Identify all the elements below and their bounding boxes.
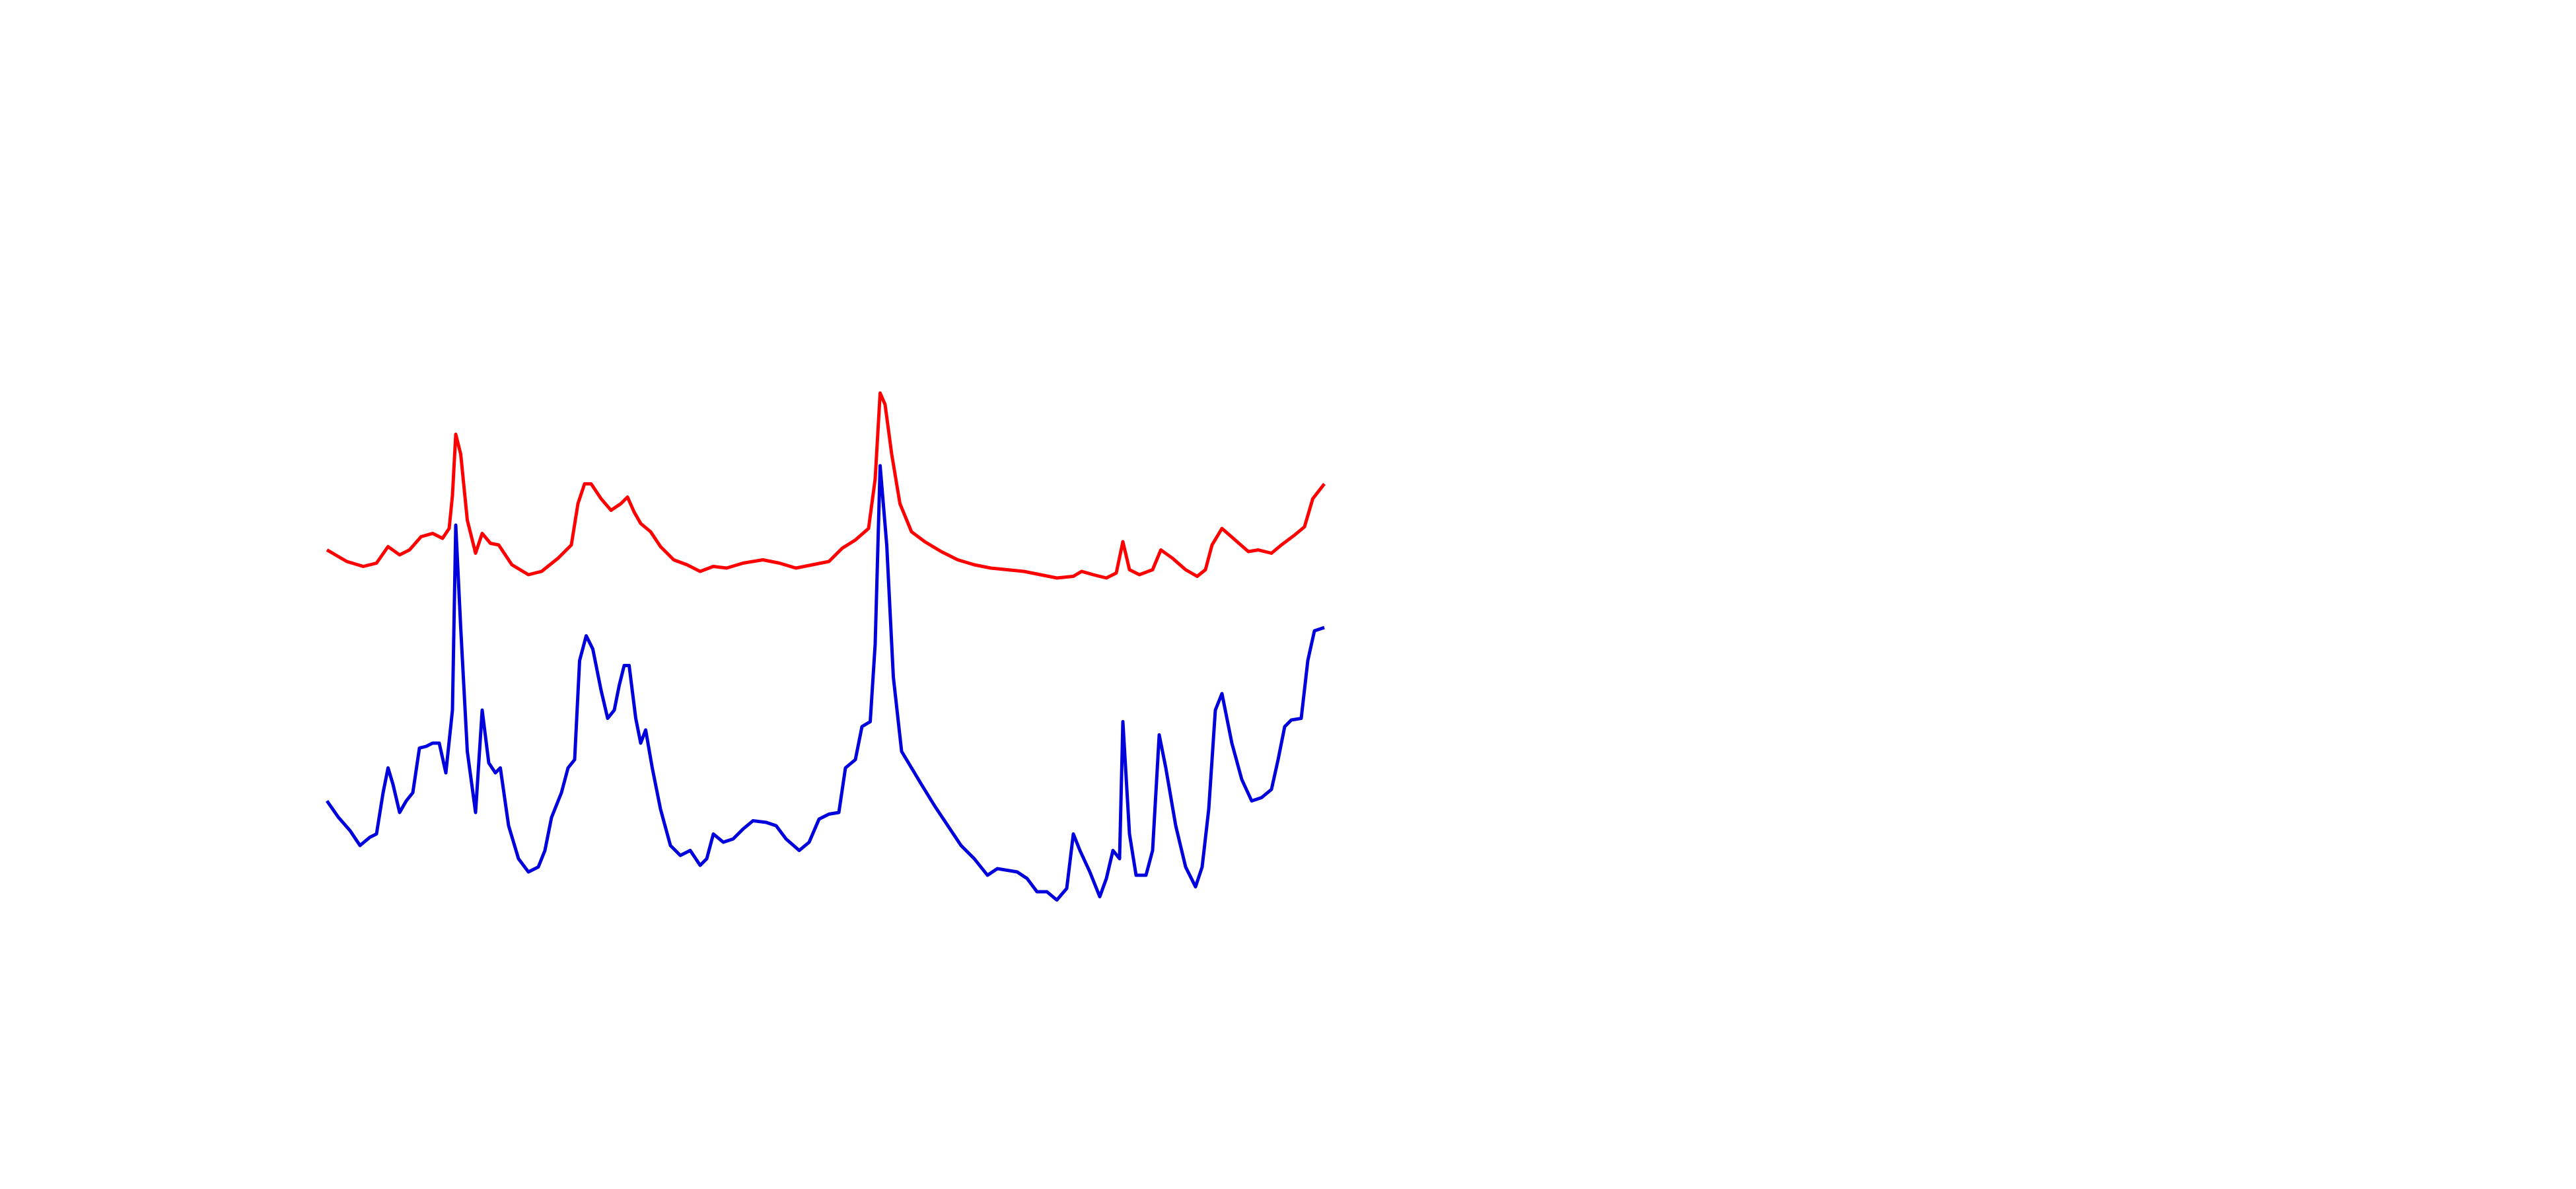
- line-series: [326, 391, 1326, 580]
- line-series: [325, 464, 1325, 902]
